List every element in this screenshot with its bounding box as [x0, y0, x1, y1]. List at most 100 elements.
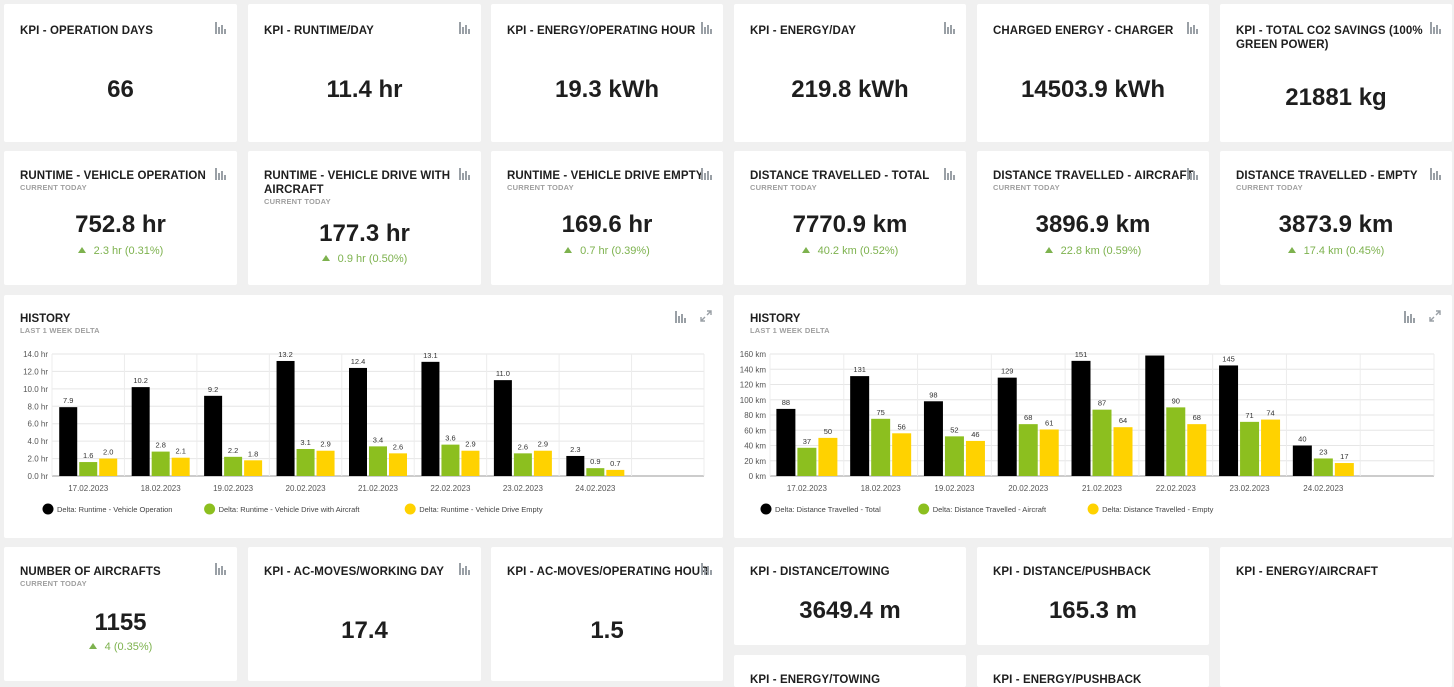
chart-title: HISTORY — [750, 313, 801, 325]
bar — [1219, 365, 1239, 476]
y-tick-label: 60 km — [744, 426, 766, 435]
bar-chart-icon[interactable] — [1187, 168, 1199, 180]
data-label: 11.0 — [496, 369, 510, 378]
card-value: 3649.4 m — [799, 597, 901, 624]
data-label: 2.0 — [103, 448, 113, 457]
triangle-up-icon — [1044, 247, 1053, 253]
kpi-card-distance-pushback: KPI - DISTANCE/PUSHBACK 165.3 m — [977, 547, 1209, 645]
data-label: 50 — [824, 427, 832, 436]
bar-chart-icon[interactable] — [1430, 22, 1442, 34]
bar — [1166, 407, 1186, 476]
data-label: 74 — [1266, 409, 1274, 418]
bar-chart-icon[interactable] — [1404, 311, 1416, 323]
data-label: 145 — [1222, 354, 1235, 363]
data-label: 13.1 — [423, 351, 438, 360]
card-title: KPI - RUNTIME/DAY — [264, 25, 374, 37]
x-tick-label: 17.02.2023 — [787, 484, 828, 493]
bar-chart-icon[interactable] — [215, 563, 227, 575]
card-delta: 22.8 km (0.59%) — [977, 245, 1209, 257]
card-title: KPI - AC-MOVES/OPERATING HOUR — [507, 566, 709, 578]
triangle-up-icon — [88, 643, 97, 649]
bar — [533, 450, 552, 476]
kpi-card-operation-days: KPI - OPERATION DAYS 66 — [4, 4, 237, 142]
bar-chart-icon[interactable] — [1430, 168, 1442, 180]
card-title: KPI - ENERGY/DAY — [750, 25, 856, 37]
data-label: 12.4 — [351, 357, 366, 366]
legend-marker — [918, 503, 930, 515]
legend-label: Delta: Distance Travelled - Empty — [1102, 505, 1214, 514]
y-tick-label: 6.0 hr — [28, 420, 49, 429]
y-tick-label: 10.0 hr — [23, 385, 48, 394]
bar-chart-icon[interactable] — [215, 168, 227, 180]
x-tick-label: 18.02.2023 — [141, 484, 182, 493]
bar-chart-icon[interactable] — [701, 563, 713, 575]
runtime-history-chart: 0.0 hr 2.0 hr 4.0 hr 6.0 hr 8.0 hr 10.0 hr 12.… — [23, 350, 705, 515]
kpi-card-energy-towing: KPI - ENERGY/TOWING — [734, 655, 966, 687]
kpi-card-energy-operating-hour: KPI - ENERGY/OPERATING HOUR 19.3 kWh — [491, 4, 723, 142]
bar — [892, 433, 912, 476]
card-delta: 40.2 km (0.52%) — [734, 245, 966, 257]
card-delta: 0.9 hr (0.50%) — [248, 253, 481, 265]
card-title: KPI - DISTANCE/PUSHBACK — [993, 566, 1151, 578]
bar-chart-icon[interactable] — [701, 22, 713, 34]
data-label: 3.6 — [445, 434, 455, 443]
bar-chart-icon[interactable] — [459, 563, 471, 575]
card-subtitle: CURRENT TODAY — [993, 183, 1060, 192]
chart-subtitle: LAST 1 WEEK DELTA — [750, 326, 830, 335]
x-tick-label: 19.02.2023 — [934, 484, 975, 493]
y-tick-label: 120 km — [740, 381, 767, 390]
kpi-card-runtime-drive-empty: RUNTIME - VEHICLE DRIVE EMPTY CURRENT TOD… — [491, 151, 723, 285]
bar — [151, 451, 170, 476]
card-value: 3873.9 km — [1278, 211, 1394, 238]
kpi-card-energy-pushback: KPI - ENERGY/PUSHBACK — [977, 655, 1209, 687]
y-tick-label: 140 km — [740, 365, 767, 374]
bar-chart-icon[interactable] — [1187, 22, 1199, 34]
bar — [1240, 421, 1260, 476]
card-title: KPI - ENERGY/OPERATING HOUR — [507, 25, 696, 37]
expand-icon[interactable] — [700, 310, 712, 322]
x-tick-label: 23.02.2023 — [1230, 484, 1271, 493]
card-title: DISTANCE TRAVELLED - AIRCRAFT CURRENT TOD… — [993, 170, 1194, 192]
legend-label: Delta: Runtime - Vehicle Drive Empty — [419, 505, 543, 514]
kpi-card-runtime-drive-aircraft: RUNTIME - VEHICLE DRIVE WITH AIRCRAFT CUR… — [248, 151, 481, 285]
card-delta: 4 (0.35%) — [4, 641, 237, 653]
data-label: 1.8 — [248, 449, 258, 458]
bar-chart-icon[interactable] — [459, 168, 471, 180]
x-tick-label: 21.02.2023 — [358, 484, 399, 493]
data-label: 2.8 — [155, 441, 165, 450]
bar — [1313, 458, 1333, 476]
bar — [850, 376, 870, 476]
bar — [1261, 419, 1281, 476]
bar-chart-icon[interactable] — [675, 311, 687, 323]
card-title: CHARGED ENERGY - CHARGER — [993, 25, 1174, 37]
card-value: 21881 kg — [1285, 84, 1387, 111]
bar — [606, 469, 625, 476]
expand-icon[interactable] — [1429, 310, 1441, 322]
x-tick-label: 20.02.2023 — [286, 484, 327, 493]
kpi-card-energy-aircraft: KPI - ENERGY/AIRCRAFT — [1220, 547, 1452, 687]
card-subtitle: CURRENT TODAY — [507, 183, 574, 192]
bar-chart-icon[interactable] — [701, 168, 713, 180]
bar-chart-icon[interactable] — [215, 22, 227, 34]
legend-marker — [204, 503, 216, 515]
legend-marker — [42, 503, 54, 515]
data-label: 2.9 — [538, 440, 548, 449]
bar-chart-icon[interactable] — [944, 168, 956, 180]
bar-chart-icon[interactable] — [459, 22, 471, 34]
card-title: KPI - TOTAL CO2 SAVINGS (100% GREEN POWE… — [1236, 25, 1423, 51]
card-title: KPI - ENERGY/PUSHBACK — [993, 674, 1142, 686]
bar — [965, 440, 985, 476]
data-label: 2.6 — [393, 442, 403, 451]
bar — [369, 446, 387, 476]
kpi-card-charged-energy: CHARGED ENERGY - CHARGER 14503.9 kWh — [977, 4, 1209, 142]
data-label: 0.9 — [590, 457, 600, 466]
data-label: 17 — [1340, 452, 1348, 461]
legend-label: Delta: Runtime - Vehicle Drive with Airc… — [219, 505, 361, 514]
card-value: 169.6 hr — [561, 211, 653, 238]
history-runtime-chart-card: HISTORY LAST 1 WEEK DELTA 0.0 hr 2.0 hr 4.… — [4, 295, 723, 538]
kpi-card-distance-empty: DISTANCE TRAVELLED - EMPTY CURRENT TODAY … — [1220, 151, 1452, 285]
card-title: DISTANCE TRAVELLED - TOTAL CURRENT TODAY — [750, 170, 930, 192]
card-value: 165.3 m — [1048, 597, 1138, 624]
bar-chart-icon[interactable] — [944, 22, 956, 34]
x-tick-label: 17.02.2023 — [68, 484, 109, 493]
